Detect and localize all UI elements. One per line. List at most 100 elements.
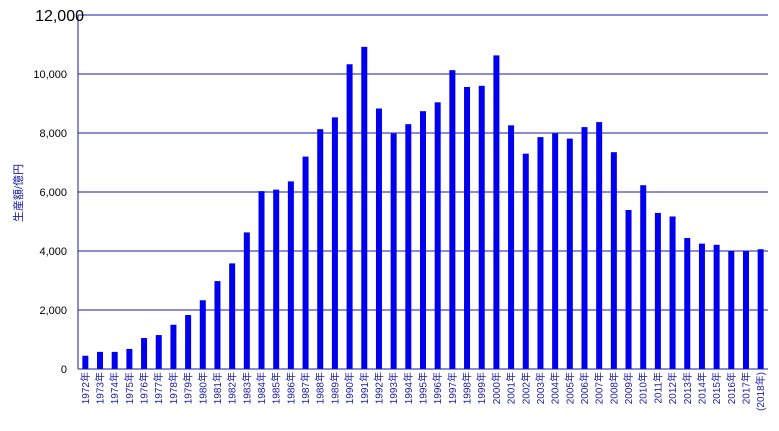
bar — [478, 85, 485, 370]
x-tick-label: 1983年 — [240, 372, 253, 404]
bar — [728, 251, 735, 369]
bar — [522, 153, 529, 369]
bar — [97, 351, 104, 369]
bar — [464, 86, 471, 369]
y-tick-label: 4,000 — [39, 246, 67, 258]
x-tick-label: 2000年 — [490, 372, 503, 404]
x-tick-label: 1987年 — [299, 372, 312, 404]
bar — [698, 243, 705, 370]
bar — [434, 102, 441, 369]
bars — [82, 46, 764, 370]
bar — [669, 216, 676, 369]
x-tick-label: 1995年 — [417, 372, 430, 404]
x-tick-label: 1993年 — [387, 372, 400, 404]
bar — [199, 300, 206, 369]
bar — [596, 122, 603, 369]
x-tick-label: 1984年 — [255, 372, 268, 404]
x-tick-label: (2018年) — [754, 372, 767, 411]
x-tick-label: 2015年 — [710, 372, 723, 404]
bar — [625, 210, 632, 369]
y-tick-label: 6,000 — [39, 187, 67, 199]
bar — [493, 55, 500, 369]
y-tick-label: 2,000 — [39, 305, 67, 317]
bar — [390, 133, 397, 369]
bar — [757, 249, 764, 369]
bar — [155, 335, 162, 369]
x-tick-label: 1973年 — [94, 372, 107, 404]
bar — [537, 137, 544, 369]
bar — [361, 46, 368, 370]
bar — [684, 238, 691, 369]
x-tick-label: 1998年 — [461, 372, 474, 404]
x-tick-label: 2016年 — [725, 372, 738, 404]
x-tick-label: 2002年 — [519, 372, 532, 404]
bar — [331, 117, 338, 370]
bar — [273, 189, 280, 369]
x-tick-label: 1980年 — [196, 372, 209, 404]
x-tick-label: 1996年 — [431, 372, 444, 404]
x-tick-label: 1997年 — [446, 372, 459, 404]
bar — [420, 111, 426, 370]
x-tick-label: 2010年 — [637, 372, 650, 404]
x-tick-label: 2003年 — [534, 372, 547, 404]
bar — [214, 281, 221, 369]
bar — [581, 127, 588, 369]
x-tick-labels: 1972年 1973年 1974年 1975年 1976年 1977年 1978年 1979年… — [79, 372, 767, 411]
x-tick-label: 2013年 — [681, 372, 694, 404]
y-tick-label: 10,000 — [33, 69, 67, 81]
x-tick-label: 2008年 — [607, 372, 620, 404]
x-tick-label: 1992年 — [372, 372, 385, 404]
y-tick-label: 0 — [61, 364, 67, 376]
x-tick-label: 1981年 — [211, 372, 224, 404]
bar — [170, 324, 177, 369]
bar — [713, 244, 720, 369]
x-tick-label: 2006年 — [578, 372, 591, 404]
x-tick-label: 1991年 — [358, 372, 371, 404]
x-tick-label: 1976年 — [138, 372, 151, 404]
x-tick-label: 1994年 — [402, 372, 415, 404]
x-tick-label: 2001年 — [505, 372, 518, 404]
x-tick-label: 1988年 — [314, 372, 327, 404]
bar — [82, 355, 89, 369]
y-tick-label: 8,000 — [39, 128, 67, 140]
bar — [405, 124, 412, 370]
bar — [229, 263, 236, 369]
y-axis-label: 生産額/億円 — [11, 164, 25, 222]
x-tick-label: 1974年 — [108, 372, 121, 404]
y-tick-label: 12,000 — [35, 8, 84, 25]
axes — [77, 15, 768, 370]
x-tick-label: 2017年 — [739, 372, 752, 404]
bar — [449, 70, 456, 370]
x-tick-label: 2011年 — [651, 372, 664, 404]
x-tick-label: 1985年 — [270, 372, 283, 404]
bar — [302, 156, 309, 369]
x-tick-label: 1999年 — [475, 372, 488, 404]
bar — [111, 351, 118, 369]
x-tick-label: 2007年 — [593, 372, 606, 404]
bar — [375, 108, 382, 369]
bar — [141, 338, 148, 369]
bar — [346, 64, 353, 369]
x-tick-label: 1978年 — [167, 372, 180, 404]
bar — [552, 133, 559, 369]
x-tick-label: 1986年 — [284, 372, 297, 404]
bar — [243, 232, 250, 369]
bar — [258, 191, 265, 369]
bar — [287, 181, 294, 369]
x-tick-label: 1979年 — [182, 372, 195, 404]
bar — [742, 251, 749, 369]
x-tick-label: 1990年 — [343, 372, 356, 404]
x-tick-label: 1989年 — [328, 372, 341, 404]
x-tick-label: 1972年 — [79, 372, 92, 404]
bar — [317, 129, 324, 369]
x-tick-label: 1982年 — [226, 372, 239, 404]
x-tick-label: 2014年 — [695, 372, 708, 404]
bar — [126, 348, 133, 369]
x-tick-label: 2005年 — [563, 372, 576, 404]
bar — [185, 315, 192, 369]
y-tick-labels: 0 2,000 4,000 6,000 8,000 10,000 12,000 — [33, 8, 84, 376]
bar — [508, 125, 515, 369]
x-tick-label: 2012年 — [666, 372, 679, 404]
